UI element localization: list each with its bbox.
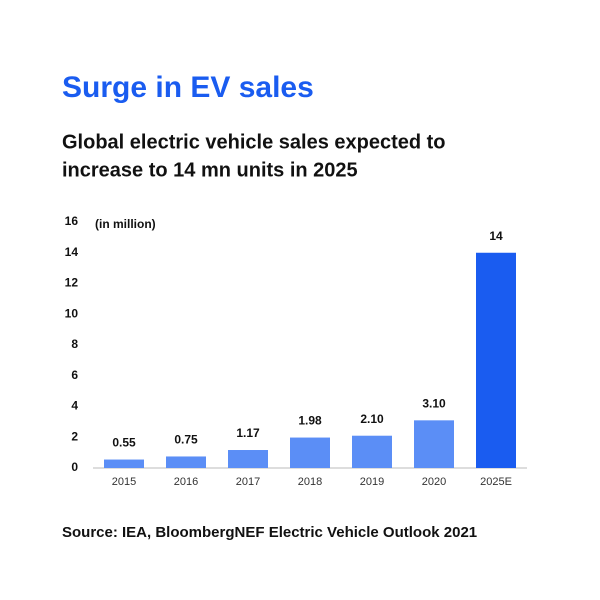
bar [166,456,206,468]
value-label: 14 [489,229,503,243]
y-tick-label: 12 [65,276,79,290]
value-label: 1.17 [236,426,260,440]
x-tick-label: 2025E [480,476,512,488]
value-label: 0.55 [112,436,136,450]
x-tick-label: 2017 [236,476,260,488]
y-tick-label: 8 [71,337,78,351]
y-axis-label: (in million) [95,217,156,231]
chart-subtitle: Global electric vehicle sales expected t… [62,131,446,153]
value-label: 1.98 [298,414,322,428]
chart-subtitle: increase to 14 mn units in 2025 [62,159,358,181]
y-tick-label: 14 [65,245,79,259]
bar [290,437,330,468]
x-tick-label: 2016 [174,476,198,488]
bar [104,459,144,468]
bar [352,435,392,468]
y-tick-label: 0 [71,460,78,474]
x-tick-label: 2020 [422,476,446,488]
bar [228,450,268,468]
y-tick-label: 2 [71,429,78,443]
x-tick-label: 2019 [360,476,384,488]
value-label: 3.10 [422,397,446,411]
y-tick-label: 10 [65,306,79,320]
y-tick-label: 4 [71,399,78,413]
source-note: Source: IEA, BloombergNEF Electric Vehic… [62,524,477,541]
bar [414,420,454,468]
x-tick-label: 2018 [298,476,322,488]
x-tick-label: 2015 [112,476,136,488]
chart-title: Surge in EV sales [62,71,314,104]
value-label: 2.10 [360,412,384,426]
y-tick-label: 6 [71,368,78,382]
y-tick-label: 16 [65,214,79,228]
value-label: 0.75 [174,433,198,447]
bar [476,252,516,468]
